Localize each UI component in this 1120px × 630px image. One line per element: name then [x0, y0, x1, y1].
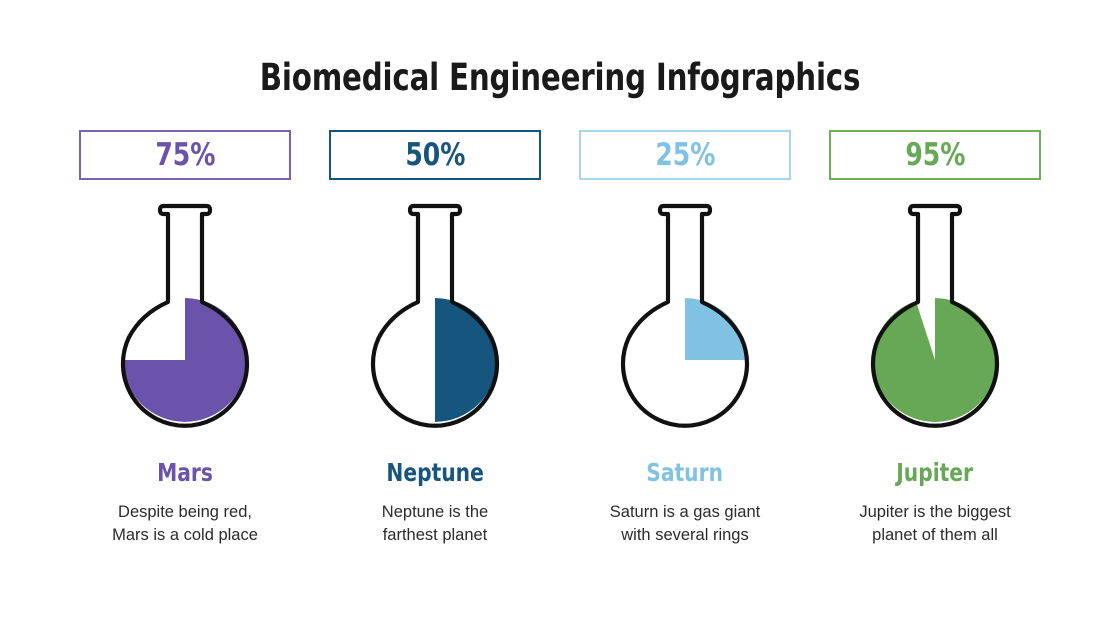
percent-label: 25% [654, 136, 716, 173]
flask-icon [370, 203, 500, 428]
planet-description: Despite being red, Mars is a cold place [112, 503, 258, 545]
flask-fill [435, 298, 497, 422]
flask-gauge-jupiter [850, 190, 1020, 440]
percent-box: 25% [579, 130, 791, 180]
planet-name: Neptune [386, 458, 484, 487]
page-title: Biomedical Engineering Infographics [259, 56, 861, 99]
infographic-column-neptune: 50% Neptune Neptune is the farthest plan… [310, 130, 560, 548]
flask-outline [120, 203, 250, 428]
flask-fill [123, 298, 247, 422]
percent-label: 75% [154, 136, 216, 173]
flask-outline [620, 203, 750, 428]
flask-outline [370, 203, 500, 428]
planet-name: Jupiter [896, 458, 974, 487]
planet-name: Saturn [646, 458, 724, 487]
percent-label: 95% [904, 136, 966, 173]
percent-box: 95% [829, 130, 1041, 180]
infographic-columns: 75% Mars Despite being red, Mars is a co… [60, 130, 1060, 548]
flask-gauge-neptune [350, 190, 520, 440]
flask-outline [870, 203, 1000, 428]
flask-gauge-mars [100, 190, 270, 440]
planet-description: Neptune is the farthest planet [381, 503, 489, 545]
infographic-column-mars: 75% Mars Despite being red, Mars is a co… [60, 130, 310, 548]
infographic-column-saturn: 25% Saturn Saturn is a gas giant with se… [560, 130, 810, 548]
planet-description: Saturn is a gas giant with several rings [609, 503, 761, 545]
flask-icon [120, 203, 250, 428]
percent-label: 50% [404, 136, 466, 173]
flask-gauge-saturn [600, 190, 770, 440]
planet-name: Mars [157, 458, 213, 487]
flask-icon [870, 203, 1000, 428]
percent-box: 75% [79, 130, 291, 180]
flask-icon [620, 203, 750, 428]
infographic-column-jupiter: 95% Jupiter Jupiter is the biggest plane… [810, 130, 1060, 548]
flask-fill [685, 298, 747, 360]
planet-description: Jupiter is the biggest planet of them al… [859, 503, 1011, 545]
percent-box: 50% [329, 130, 541, 180]
flask-fill [873, 298, 997, 422]
